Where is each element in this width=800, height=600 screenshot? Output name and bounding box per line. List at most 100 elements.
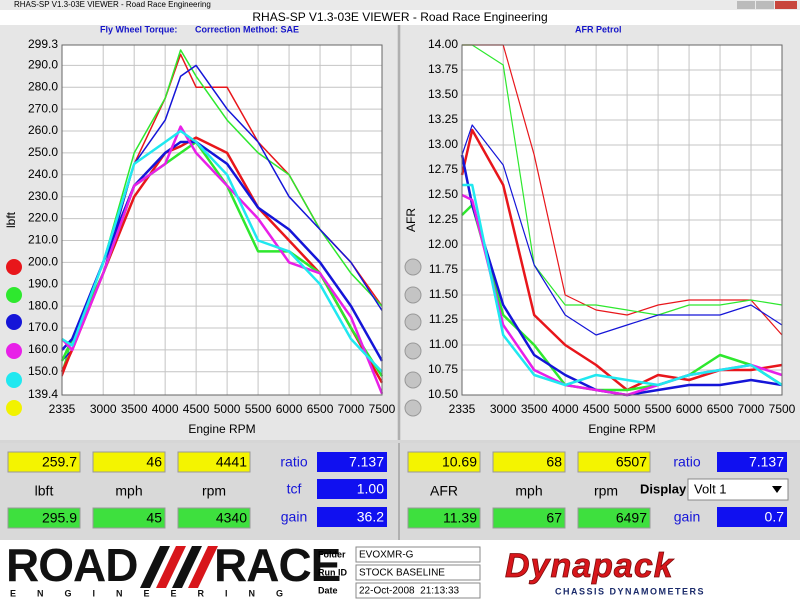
display-dropdown[interactable] (687, 478, 789, 501)
minimize-button[interactable] (737, 1, 755, 9)
ratio-label: ratio (673, 454, 700, 470)
logo-slash (140, 546, 170, 588)
y-tick-label: 220.0 (28, 211, 58, 225)
y-tick-label: 11.25 (429, 312, 458, 326)
gain-box[interactable] (317, 507, 387, 527)
y-tick-label: 170.0 (28, 320, 58, 334)
readout-label: mph (115, 483, 142, 499)
readout-label: rpm (594, 483, 618, 499)
date-box (355, 582, 481, 599)
legend-button[interactable] (6, 372, 22, 388)
header-bar (0, 10, 800, 25)
x-axis-label: Engine RPM (588, 422, 655, 436)
legend-button[interactable] (404, 342, 422, 360)
readout-value: 6497 (616, 510, 647, 526)
y-tick-label: 12.50 (428, 187, 458, 201)
folder-box (355, 546, 481, 563)
y-tick-label: 11.00 (429, 337, 458, 351)
display-label: Display (640, 481, 687, 496)
legend-button[interactable] (6, 400, 22, 416)
y-tick-label: 160.0 (28, 342, 58, 356)
x-tick-label: 5000 (614, 402, 641, 416)
x-tick-label: 4500 (583, 402, 610, 416)
runid-box (355, 564, 481, 581)
readout-box (92, 451, 166, 473)
logo-slash (172, 546, 202, 588)
y-tick-label: 260.0 (28, 123, 58, 137)
gain-label: gain (281, 509, 307, 525)
tcf-label: tcf (287, 481, 302, 497)
series-line (61, 129, 383, 373)
legend-button[interactable] (6, 287, 22, 303)
readout-value: 4340 (216, 510, 247, 526)
legend-button[interactable] (404, 399, 422, 417)
gain-label: gain (674, 509, 700, 525)
readout-box (577, 507, 651, 529)
y-tick-label: 12.25 (428, 212, 458, 226)
readout-box (577, 451, 651, 473)
readout-box (492, 507, 566, 529)
x-tick-label: 3000 (90, 402, 117, 416)
logo-road: ROAD (6, 539, 137, 591)
close-button[interactable] (775, 1, 797, 9)
y-tick-label: 250.0 (28, 145, 58, 159)
gain-box[interactable] (717, 507, 787, 527)
x-tick-label: 6000 (276, 402, 303, 416)
y-tick-label: 11.50 (429, 287, 458, 301)
readout-value: 295.9 (42, 510, 77, 526)
ratio-box (717, 452, 787, 472)
x-tick-label: 4000 (152, 402, 179, 416)
y-tick-label: 13.25 (428, 112, 458, 126)
x-tick-label: 6500 (707, 402, 734, 416)
y-tick-label: 12.00 (428, 237, 458, 251)
tcf-box[interactable] (317, 479, 387, 499)
readout-box (492, 451, 566, 473)
chart: AFR Petrol 10.50 10.75 11.00 11.25 11.50 11.75… (404, 24, 795, 436)
right-legend (404, 258, 422, 417)
plot-border (61, 44, 383, 396)
x-tick-label: 5500 (245, 402, 272, 416)
x-tick-label: 6000 (676, 402, 703, 416)
y-tick-label: 11.75 (429, 262, 458, 276)
brand-sub: CHASSIS DYNAMOMETERS (555, 586, 705, 596)
readout-value: 4441 (216, 454, 247, 470)
x-tick-label: 7500 (769, 402, 796, 416)
readout-label: mph (515, 483, 542, 499)
legend-button[interactable] (404, 286, 422, 304)
legend-button[interactable] (6, 343, 22, 359)
readout-box (407, 507, 481, 529)
legend-button[interactable] (6, 314, 22, 330)
readout-box (7, 451, 81, 473)
y-tick-label: 290.0 (28, 58, 58, 72)
x-tick-label: 5000 (214, 402, 241, 416)
runid-value: STOCK BASELINE (359, 568, 445, 579)
readout-value: 6507 (616, 454, 647, 470)
x-tick-label: 2335 (449, 402, 476, 416)
legend-button[interactable] (404, 258, 422, 276)
tcf-value: 1.00 (357, 481, 384, 497)
x-tick-label: 3500 (521, 402, 548, 416)
plot-area (62, 45, 382, 395)
runid-label: Run ID (318, 567, 347, 577)
readout-value: 10.69 (442, 454, 477, 470)
y-tick-label: 13.75 (428, 62, 458, 76)
series-line (462, 183, 783, 387)
y-tick-label: 180.0 (28, 298, 58, 312)
readout-box (407, 451, 481, 473)
x-tick-label: 7500 (369, 402, 396, 416)
folder-value: EVOXMR-G (359, 550, 414, 561)
legend-button[interactable] (404, 371, 422, 389)
y-tick-label: 230.0 (28, 189, 58, 203)
x-tick-label: 3500 (121, 402, 148, 416)
series-line (461, 203, 783, 392)
legend-button[interactable] (404, 313, 422, 331)
x-tick-label: 4000 (552, 402, 579, 416)
legend-button[interactable] (6, 259, 22, 275)
readout-value: 11.39 (443, 510, 477, 526)
ratio-box (317, 452, 387, 472)
readout-box (177, 507, 251, 529)
maximize-button[interactable] (756, 1, 774, 9)
gain-value: 36.2 (357, 509, 384, 525)
y-tick-label: 280.0 (28, 79, 58, 93)
